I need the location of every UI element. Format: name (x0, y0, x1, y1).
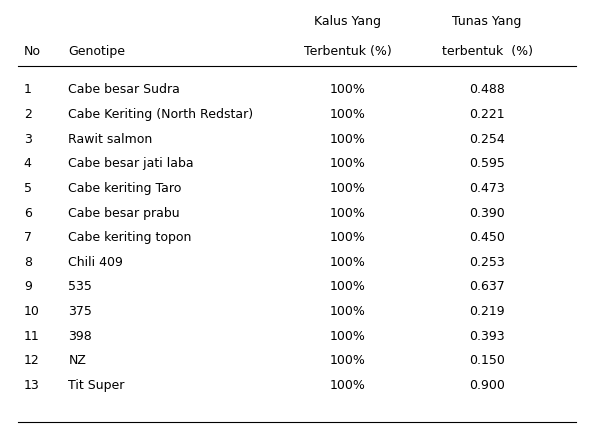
Text: 0.637: 0.637 (469, 280, 505, 293)
Text: 100%: 100% (330, 133, 365, 146)
Text: 398: 398 (68, 330, 92, 342)
Text: 12: 12 (24, 354, 40, 367)
Text: 100%: 100% (330, 379, 365, 392)
Text: 100%: 100% (330, 108, 365, 121)
Text: Chili 409: Chili 409 (68, 256, 123, 269)
Text: 1: 1 (24, 83, 31, 96)
Text: Tit Super: Tit Super (68, 379, 125, 392)
Text: 100%: 100% (330, 305, 365, 318)
Text: 100%: 100% (330, 182, 365, 195)
Text: 100%: 100% (330, 157, 365, 170)
Text: 4: 4 (24, 157, 31, 170)
Text: Cabe Keriting (North Redstar): Cabe Keriting (North Redstar) (68, 108, 254, 121)
Text: 100%: 100% (330, 256, 365, 269)
Text: 0.488: 0.488 (469, 83, 505, 96)
Text: 535: 535 (68, 280, 92, 293)
Text: 8: 8 (24, 256, 31, 269)
Text: 100%: 100% (330, 83, 365, 96)
Text: 0.253: 0.253 (469, 256, 505, 269)
Text: 0.390: 0.390 (469, 206, 505, 220)
Text: 10: 10 (24, 305, 40, 318)
Text: 0.254: 0.254 (469, 133, 505, 146)
Text: Cabe keriting topon: Cabe keriting topon (68, 231, 192, 244)
Text: 7: 7 (24, 231, 31, 244)
Text: 0.393: 0.393 (469, 330, 505, 342)
Text: Tunas Yang: Tunas Yang (453, 15, 522, 28)
Text: No: No (24, 45, 41, 58)
Text: 2: 2 (24, 108, 31, 121)
Text: 100%: 100% (330, 206, 365, 220)
Text: Genotipe: Genotipe (68, 45, 125, 58)
Text: 0.219: 0.219 (469, 305, 505, 318)
Text: 11: 11 (24, 330, 40, 342)
Text: 5: 5 (24, 182, 31, 195)
Text: 375: 375 (68, 305, 92, 318)
Text: 0.221: 0.221 (469, 108, 505, 121)
Text: terbentuk  (%): terbentuk (%) (441, 45, 533, 58)
Text: Cabe keriting Taro: Cabe keriting Taro (68, 182, 182, 195)
Text: 100%: 100% (330, 280, 365, 293)
Text: Cabe besar Sudra: Cabe besar Sudra (68, 83, 180, 96)
Text: Cabe besar jati laba: Cabe besar jati laba (68, 157, 194, 170)
Text: 0.450: 0.450 (469, 231, 505, 244)
Text: 13: 13 (24, 379, 40, 392)
Text: 100%: 100% (330, 354, 365, 367)
Text: 100%: 100% (330, 231, 365, 244)
Text: 0.595: 0.595 (469, 157, 505, 170)
Text: Kalus Yang: Kalus Yang (314, 15, 381, 28)
Text: 6: 6 (24, 206, 31, 220)
Text: Terbentuk (%): Terbentuk (%) (304, 45, 391, 58)
Text: 0.900: 0.900 (469, 379, 505, 392)
Text: 9: 9 (24, 280, 31, 293)
Text: 0.150: 0.150 (469, 354, 505, 367)
Text: 3: 3 (24, 133, 31, 146)
Text: 100%: 100% (330, 330, 365, 342)
Text: 0.473: 0.473 (469, 182, 505, 195)
Text: Rawit salmon: Rawit salmon (68, 133, 153, 146)
Text: NZ: NZ (68, 354, 86, 367)
Text: Cabe besar prabu: Cabe besar prabu (68, 206, 180, 220)
